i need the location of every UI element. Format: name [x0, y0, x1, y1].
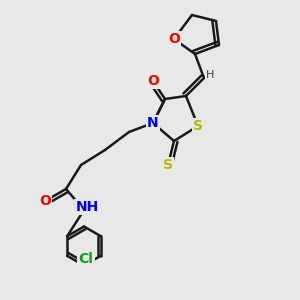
Text: O: O: [168, 32, 180, 46]
Text: H: H: [206, 70, 214, 80]
Text: O: O: [147, 74, 159, 88]
Text: S: S: [163, 158, 173, 172]
Text: Cl: Cl: [78, 252, 93, 266]
Text: N: N: [147, 116, 159, 130]
Text: NH: NH: [75, 200, 99, 214]
Text: S: S: [193, 119, 203, 133]
Text: O: O: [39, 194, 51, 208]
